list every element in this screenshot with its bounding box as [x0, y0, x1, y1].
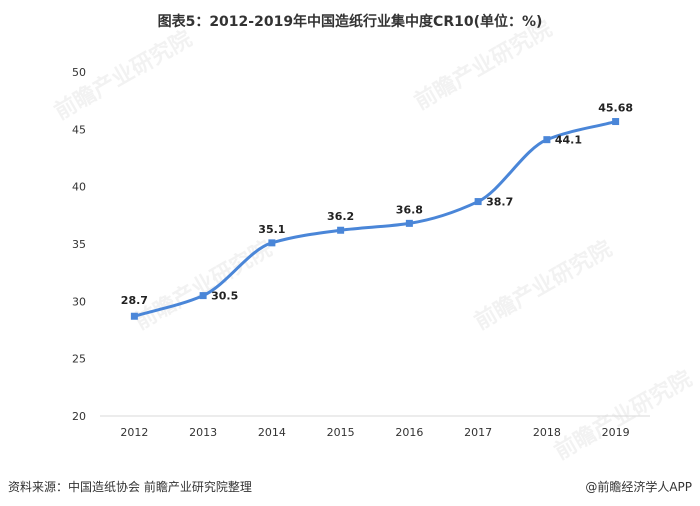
data-label: 28.7: [121, 294, 148, 307]
y-tick-label: 45: [72, 123, 86, 136]
watermark-text: 前瞻产业研究院: [130, 236, 276, 336]
data-point: [268, 239, 276, 247]
data-label: 36.8: [396, 203, 423, 216]
y-tick-label: 40: [72, 181, 86, 194]
data-point: [543, 136, 551, 144]
chart-series: 28.7 30.5 35.1 36.2 36.8 38.7 44.1 45.68: [121, 102, 633, 320]
x-tick-label: 2018: [533, 426, 561, 439]
data-point: [337, 226, 345, 234]
brand-credit: @前瞻经济学人APP: [585, 480, 692, 494]
data-label: 38.7: [486, 196, 513, 209]
x-tick-label: 2017: [464, 426, 492, 439]
x-tick-label: 2016: [395, 426, 423, 439]
series-line: [132, 120, 618, 318]
chart-title: 图表5：2012-2019年中国造纸行业集中度CR10(单位：%): [157, 14, 543, 30]
data-point: [612, 118, 620, 126]
data-point: [405, 219, 413, 227]
data-point: [474, 198, 482, 206]
y-tick-label: 25: [72, 353, 86, 366]
data-label: 30.5: [211, 290, 238, 303]
y-tick-label: 20: [72, 410, 86, 423]
watermark-text: 前瞻产业研究院: [410, 16, 556, 116]
data-label: 35.1: [258, 223, 285, 236]
data-point: [130, 312, 138, 320]
y-tick-label: 50: [72, 66, 86, 79]
data-point: [199, 292, 207, 300]
source-note: 资料来源：中国造纸协会 前瞻产业研究院整理: [8, 480, 252, 494]
data-label: 36.2: [327, 210, 354, 223]
y-tick-label: 30: [72, 295, 86, 308]
data-label: 45.68: [598, 102, 633, 115]
x-tick-label: 2014: [258, 426, 286, 439]
x-tick-label: 2012: [120, 426, 148, 439]
data-label: 44.1: [555, 134, 582, 147]
watermark-text: 前瞻产业研究院: [470, 236, 616, 336]
watermark-text: 前瞻产业研究院: [550, 366, 696, 466]
y-tick-label: 35: [72, 238, 86, 251]
x-tick-label: 2015: [327, 426, 355, 439]
chart-axes: 20 25 30 35 40 45 50 2012 2013 2014 2015 2016 2017 20…: [72, 66, 650, 439]
x-tick-label: 2013: [189, 426, 217, 439]
x-tick-label: 2019: [602, 426, 630, 439]
